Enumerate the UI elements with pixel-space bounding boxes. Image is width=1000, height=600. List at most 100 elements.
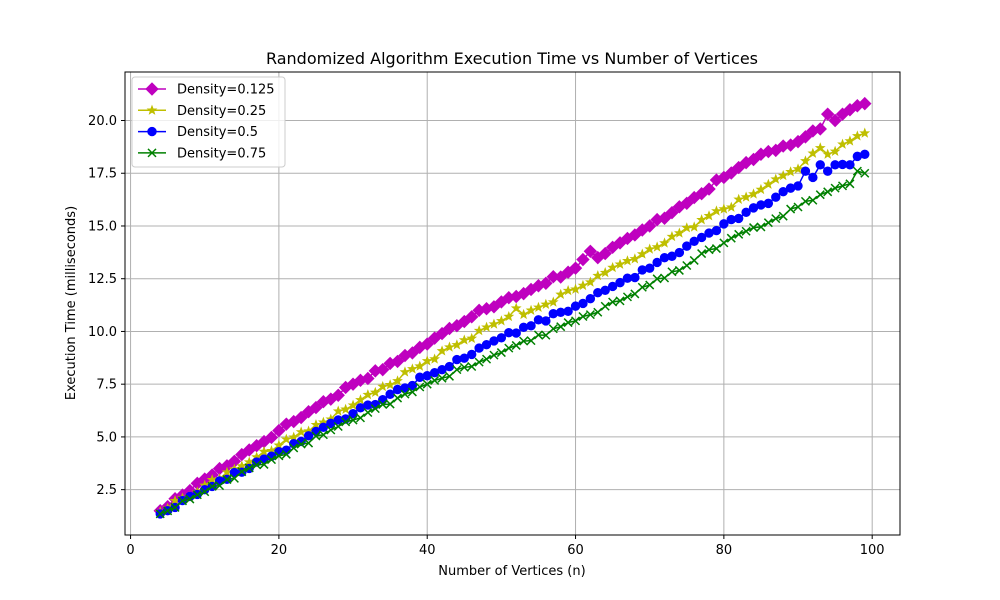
data-point (607, 281, 618, 292)
data-point (568, 261, 583, 275)
data-point (332, 405, 344, 416)
data-point (541, 330, 551, 340)
data-point (563, 318, 573, 328)
data-point (859, 127, 871, 138)
legend-marker (147, 148, 157, 158)
data-point (815, 190, 825, 200)
data-point (688, 221, 700, 232)
data-point (667, 251, 677, 261)
data-point (481, 339, 492, 350)
data-point (452, 354, 462, 365)
legend-box (131, 76, 286, 168)
data-point (629, 253, 641, 264)
data-point (155, 509, 165, 519)
data-point (660, 273, 670, 283)
data-point (622, 255, 633, 266)
data-point (585, 294, 596, 304)
legend-label: Density=0.5 (177, 125, 258, 140)
data-point (734, 229, 744, 239)
data-point (820, 107, 835, 121)
data-point (369, 386, 381, 398)
data-point (680, 196, 694, 211)
data-point (420, 337, 434, 351)
data-point (800, 166, 811, 176)
data-point (274, 451, 284, 461)
x-axis-title: Number of Vertices (n) (438, 564, 585, 579)
data-point (740, 191, 752, 202)
data-point (547, 296, 559, 307)
data-point (467, 349, 477, 360)
data-point (467, 362, 477, 372)
data-point (845, 179, 855, 189)
data-point (272, 423, 286, 438)
data-point (504, 343, 514, 353)
data-point (496, 348, 506, 358)
chart-title: Randomized Algorithm Execution Time vs N… (266, 49, 758, 68)
data-point (622, 292, 632, 302)
data-point (459, 353, 469, 363)
data-point (793, 202, 803, 212)
data-point (400, 389, 410, 399)
data-point (363, 407, 373, 418)
data-point (725, 201, 737, 212)
data-point (681, 222, 693, 233)
data-point (593, 307, 603, 317)
data-point (200, 487, 210, 497)
data-point (518, 322, 529, 333)
data-point (771, 214, 781, 224)
data-point (786, 204, 796, 214)
data-point (355, 394, 366, 405)
data-point (511, 328, 521, 338)
data-point (689, 255, 699, 265)
data-point (583, 244, 598, 259)
data-point (592, 270, 604, 281)
x-tick-label: 20 (271, 543, 288, 558)
data-point (733, 213, 744, 224)
data-point (170, 502, 180, 512)
data-point (630, 289, 640, 299)
data-point (798, 130, 813, 144)
data-point (822, 166, 833, 176)
data-point (719, 219, 729, 229)
data-point (652, 257, 662, 268)
data-point (294, 410, 308, 425)
data-point (421, 355, 433, 366)
data-point (598, 246, 612, 261)
data-point (741, 207, 751, 217)
data-point (318, 430, 328, 440)
data-point (452, 365, 462, 375)
data-point (206, 474, 218, 485)
data-point (473, 325, 485, 336)
data-point (348, 415, 358, 425)
data-point (659, 237, 670, 248)
data-point (763, 178, 774, 189)
data-point (556, 322, 566, 332)
data-point (860, 168, 870, 178)
x-tick-label: 80 (716, 543, 733, 558)
data-point (526, 336, 536, 346)
data-point (444, 341, 455, 352)
data-point (837, 181, 848, 191)
data-point (837, 138, 848, 149)
data-point (347, 399, 359, 410)
data-point (630, 272, 640, 283)
data-point (526, 321, 536, 331)
data-point (562, 285, 574, 296)
y-tick-label: 15.0 (88, 219, 117, 234)
data-point (237, 467, 247, 477)
legend-marker (146, 104, 158, 115)
data-point (488, 318, 500, 329)
data-point (355, 413, 365, 423)
data-point (576, 252, 590, 267)
data-point (555, 288, 567, 300)
data-point (814, 142, 826, 153)
data-point (703, 210, 715, 221)
y-tick-label: 17.5 (88, 167, 117, 182)
data-point (185, 494, 195, 504)
y-tick-label: 7.5 (96, 378, 117, 393)
data-point (844, 135, 856, 146)
data-point (599, 267, 611, 278)
data-point (682, 241, 692, 251)
data-point (385, 389, 395, 399)
